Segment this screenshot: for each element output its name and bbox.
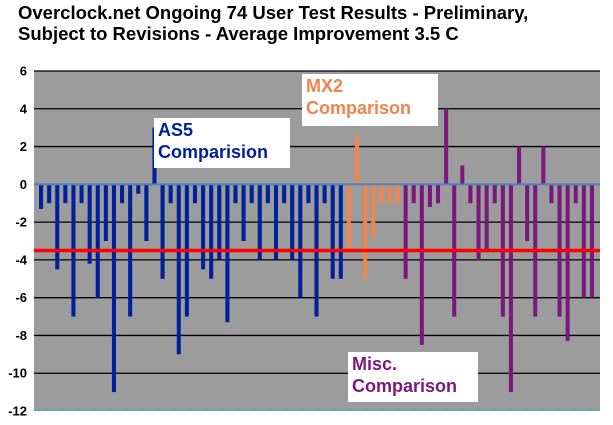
bar-misc bbox=[549, 184, 554, 204]
y-tick-label: 6 bbox=[20, 64, 27, 79]
bar-as5 bbox=[338, 184, 343, 279]
bar-as5 bbox=[192, 184, 198, 204]
bar-misc bbox=[589, 184, 594, 298]
y-tick-label: -2 bbox=[15, 215, 27, 230]
bar-as5 bbox=[144, 184, 149, 241]
bar-as5 bbox=[298, 184, 303, 298]
bar-mx2 bbox=[363, 184, 368, 279]
bar-misc bbox=[581, 184, 586, 298]
bar-as5 bbox=[39, 184, 44, 209]
y-tick-label: -12 bbox=[8, 404, 27, 419]
y-tick-label: 2 bbox=[20, 139, 27, 154]
bar-as5 bbox=[273, 184, 279, 260]
bar-as5 bbox=[63, 184, 68, 204]
bar-misc bbox=[517, 146, 522, 185]
bar-as5 bbox=[241, 184, 246, 241]
bar-as5 bbox=[249, 184, 254, 204]
chart-title: Overclock.net Ongoing 74 User Test Resul… bbox=[18, 2, 608, 44]
annotation-box-misc bbox=[348, 352, 478, 402]
bar-as5 bbox=[160, 184, 165, 279]
annotation-text-as5: AS5 bbox=[158, 120, 193, 140]
bar-mx2 bbox=[379, 184, 384, 204]
bar-as5 bbox=[168, 184, 173, 204]
bar-misc bbox=[444, 108, 449, 185]
bar-as5 bbox=[136, 184, 141, 194]
bar-as5 bbox=[79, 184, 84, 204]
bar-misc bbox=[403, 184, 408, 279]
bar-as5 bbox=[217, 184, 222, 260]
bar-as5 bbox=[257, 184, 262, 260]
y-tick-label: -10 bbox=[8, 366, 27, 381]
bar-as5 bbox=[55, 184, 60, 270]
bar-misc bbox=[565, 184, 570, 342]
bar-as5 bbox=[322, 184, 327, 204]
bar-as5 bbox=[330, 184, 335, 279]
chart-title-line-2: Subject to Revisions - Average Improveme… bbox=[18, 23, 459, 44]
annotation-text-as5: Comparision bbox=[158, 142, 268, 162]
annotation-text-misc: Misc. bbox=[352, 354, 397, 374]
bar-misc bbox=[484, 184, 489, 251]
bar-mx2 bbox=[354, 137, 360, 185]
bar-as5 bbox=[120, 184, 125, 204]
bar-misc bbox=[541, 146, 546, 185]
bar-misc bbox=[525, 184, 530, 241]
bar-mx2 bbox=[371, 184, 376, 238]
bar-misc bbox=[411, 184, 416, 204]
bar-as5 bbox=[176, 184, 181, 355]
bar-mx2 bbox=[387, 184, 392, 204]
bar-misc bbox=[419, 184, 424, 345]
bar-as5 bbox=[47, 184, 52, 204]
bar-as5 bbox=[225, 184, 230, 323]
y-tick-label: 4 bbox=[20, 101, 28, 116]
bar-misc bbox=[468, 184, 473, 204]
bar-mx2 bbox=[346, 184, 351, 251]
bar-as5 bbox=[282, 184, 287, 204]
y-tick-label: -6 bbox=[15, 290, 27, 305]
annotation-box-as5 bbox=[154, 118, 290, 168]
bar-misc bbox=[573, 184, 578, 204]
bar-misc bbox=[460, 165, 465, 185]
bar-misc bbox=[435, 184, 441, 204]
bar-as5 bbox=[201, 184, 206, 270]
bar-as5 bbox=[111, 184, 116, 393]
annotation-text-mx2: Comparison bbox=[306, 98, 411, 118]
annotation-box-mx2 bbox=[302, 74, 438, 126]
bar-mx2 bbox=[395, 184, 400, 204]
annotation-text-misc: Comparison bbox=[352, 376, 457, 396]
bar-as5 bbox=[265, 184, 270, 204]
y-tick-label: -4 bbox=[15, 252, 27, 267]
y-tick-label: -8 bbox=[15, 328, 27, 343]
bar-misc bbox=[508, 184, 513, 393]
bar-as5 bbox=[87, 184, 92, 264]
bar-misc bbox=[476, 184, 481, 260]
bar-as5 bbox=[306, 184, 311, 204]
bar-misc bbox=[492, 184, 497, 204]
bar-misc bbox=[427, 184, 432, 207]
bar-as5 bbox=[290, 184, 295, 260]
bar-as5 bbox=[103, 184, 108, 241]
annotation-text-mx2: MX2 bbox=[306, 76, 343, 96]
bar-as5 bbox=[95, 184, 100, 298]
chart-title-line-1: Overclock.net Ongoing 74 User Test Resul… bbox=[18, 2, 529, 23]
bar-as5 bbox=[233, 184, 238, 204]
bar-as5 bbox=[209, 184, 214, 279]
y-tick-label: 0 bbox=[20, 177, 27, 192]
